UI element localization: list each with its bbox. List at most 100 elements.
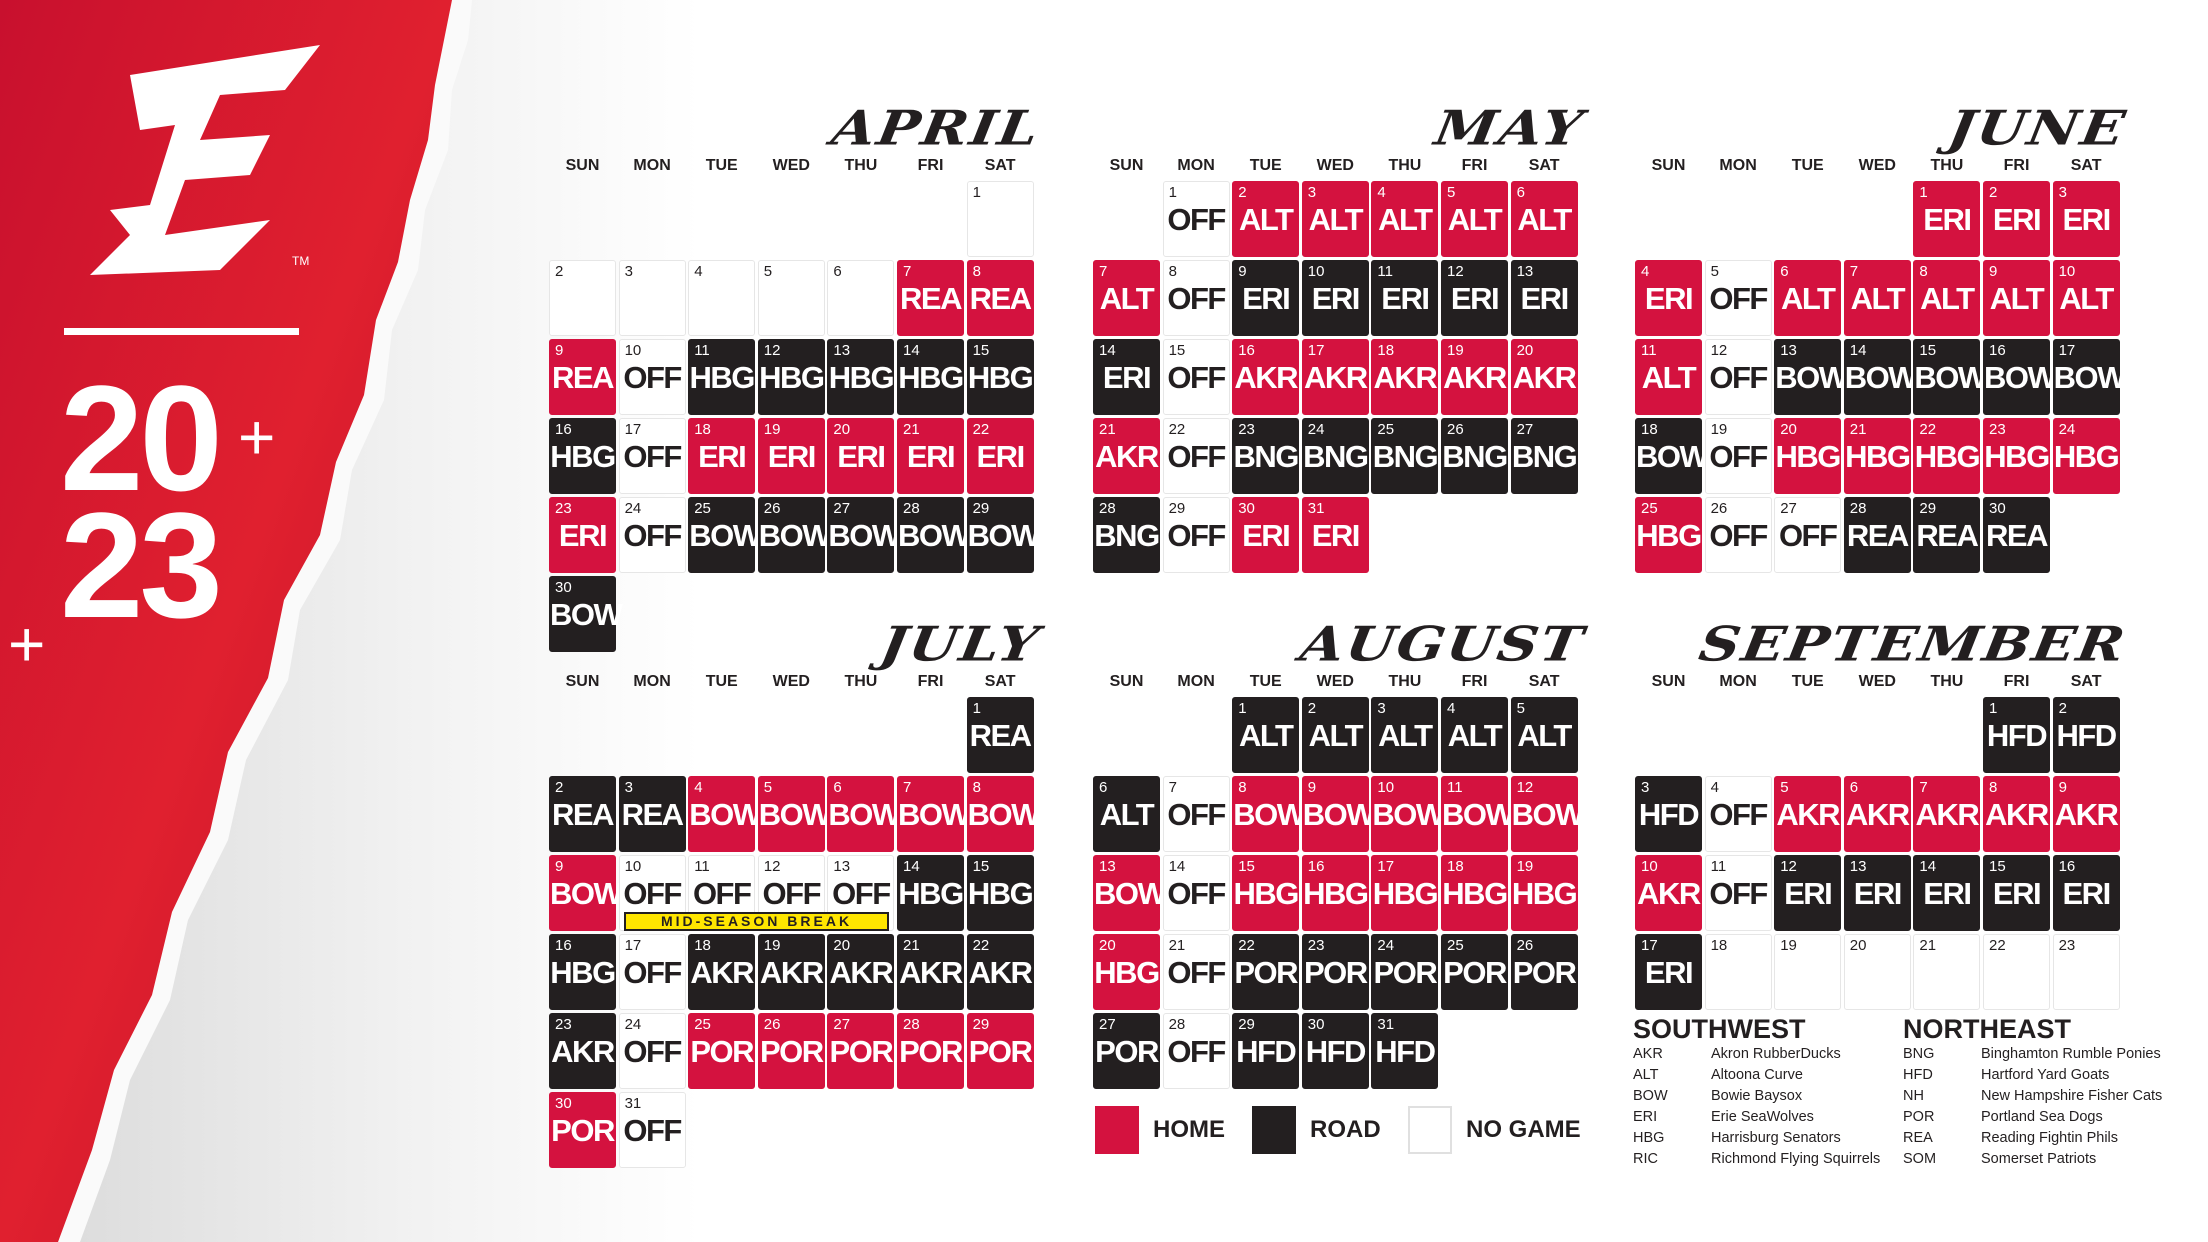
day-cell: 26 BOW: [757, 497, 832, 573]
day-cell: 12 ERI: [1774, 855, 1842, 931]
team-key-row: AKR Akron RubberDucks: [1633, 1046, 1841, 1063]
opponent-label: REA: [1916, 518, 1978, 553]
day-cell: 30 REA: [1983, 497, 2050, 573]
day-cell: 21 HBG: [1843, 418, 1911, 494]
opponent-label: OFF: [623, 876, 682, 911]
opponent-label: BNG: [1442, 439, 1508, 474]
day-cell: 15 BOW: [1913, 339, 1987, 415]
day-number: 2: [2058, 700, 2067, 717]
opponent-label: HFD: [1305, 1034, 1367, 1069]
opponent-label: POR: [968, 1034, 1033, 1069]
day-number: 6: [1780, 263, 1789, 280]
day-number: 1: [1238, 700, 1247, 717]
day-number: 11: [694, 342, 710, 359]
opponent-label: ERI: [1992, 202, 2042, 237]
opponent-label: OFF: [623, 360, 682, 395]
day-number: 26: [1516, 937, 1534, 954]
day-cell: 22 AKR: [966, 934, 1034, 1010]
opponent-label: OFF: [1709, 439, 1768, 474]
day-number: 12: [1710, 342, 1728, 359]
opponent-label: BOW: [828, 518, 901, 553]
day-number: 18: [694, 421, 711, 438]
opponent-label: POR: [1095, 1034, 1159, 1069]
legend-road-label: ROAD: [1310, 1116, 1381, 1143]
day-cell: 25 HBG: [1635, 497, 1702, 573]
day-cell: 14 ERI: [1093, 339, 1160, 415]
team-key-row: HBG Harrisburg Senators: [1633, 1130, 1841, 1147]
day-cell: 4 ALT: [1371, 181, 1439, 257]
day-number: 23: [555, 500, 572, 517]
opponent-label: HFD: [1375, 1034, 1436, 1069]
day-cell: 29 HFD: [1232, 1013, 1300, 1089]
day-cell: 5 BOW: [757, 776, 832, 852]
day-number: 15: [1168, 342, 1186, 359]
day-number: 18: [694, 937, 711, 954]
day-number: 2: [1238, 184, 1247, 201]
day-number: 17: [624, 421, 642, 438]
day-number: 17: [1307, 342, 1325, 359]
day-cell: 2 ALT: [1232, 181, 1300, 257]
weekday-header: FRI: [917, 673, 944, 690]
day-number: 19: [763, 421, 781, 438]
day-cell: 1 HFD: [1983, 697, 2050, 773]
opponent-label: POR: [1443, 955, 1507, 990]
day-number: 21: [1919, 937, 1937, 954]
day-cell: 9 REA: [549, 339, 616, 415]
day-cell: 30 POR: [549, 1092, 616, 1168]
day-cell: 29 POR: [966, 1013, 1034, 1089]
team-abbrev: BNG: [1903, 1046, 1935, 1062]
day-cell: 2 HFD: [2052, 697, 2120, 773]
day-number: 5: [763, 263, 773, 280]
day-number: 9: [555, 342, 564, 359]
day-number: 14: [1919, 858, 1937, 875]
day-cell: 11 HBG: [688, 339, 755, 415]
day-cell: 11 BOW: [1441, 776, 1515, 852]
day-number: 16: [1989, 342, 2006, 359]
day-cell: 4 ERI: [1635, 260, 1702, 336]
weekday-header: SUN: [1109, 157, 1144, 174]
day-cell: 13 BOW: [1093, 855, 1167, 931]
team-key-row: NH New Hampshire Fisher Cats: [1903, 1088, 2162, 1105]
opponent-label: BOW: [1233, 797, 1306, 832]
day-cell: 16 ERI: [2052, 855, 2120, 931]
opponent-label: BOW: [967, 518, 1041, 553]
team-abbrev: RIC: [1633, 1151, 1658, 1167]
opponent-label: OFF: [762, 876, 822, 911]
weekday-header: THU: [1388, 673, 1422, 690]
team-key-row: ERI Erie SeaWolves: [1633, 1109, 1814, 1126]
opponent-label: ERI: [1923, 202, 1972, 237]
opponent-label: HBG: [1845, 439, 1911, 474]
opponent-label: AKR: [1845, 797, 1910, 832]
weekday-header: SAT: [2070, 673, 2102, 690]
opponent-label: OFF: [1709, 876, 1768, 911]
day-number: 29: [1919, 500, 1937, 517]
opponent-label: REA: [900, 281, 962, 316]
opponent-label: OFF: [1778, 518, 1838, 553]
day-cell: 18 AKR: [688, 934, 756, 1010]
team-abbrev: ALT: [1633, 1067, 1659, 1083]
day-cell: 22 HBG: [1913, 418, 1981, 494]
day-cell: 10 AKR: [1635, 855, 1702, 931]
opponent-label: HBG: [1914, 439, 1981, 474]
day-number: 14: [903, 858, 920, 875]
day-number: 24: [2058, 421, 2076, 438]
day-number: 17: [2058, 342, 2076, 359]
opponent-label: ERI: [1853, 876, 1903, 911]
opponent-label: ERI: [1520, 281, 1570, 316]
day-cell: 31 ERI: [1301, 497, 1369, 573]
day-cell: 3 HFD: [1635, 776, 1702, 852]
day-cell: 26 POR: [757, 1013, 825, 1089]
day-cell: 7 ALT: [1843, 260, 1911, 336]
day-number: 8: [972, 779, 981, 796]
team-key-row: HFD Hartford Yard Goats: [1903, 1067, 2109, 1084]
opponent-label: HBG: [1511, 876, 1578, 911]
opponent-label: AKR: [899, 955, 963, 990]
opponent-label: HBG: [828, 360, 895, 395]
day-number: 22: [972, 421, 990, 438]
day-number: 7: [1168, 779, 1177, 796]
day-cell: 10 BOW: [1371, 776, 1445, 852]
weekday-header: SUN: [565, 157, 600, 174]
day-number: 7: [1099, 263, 1108, 280]
day-cell: 22 POR: [1232, 934, 1300, 1010]
